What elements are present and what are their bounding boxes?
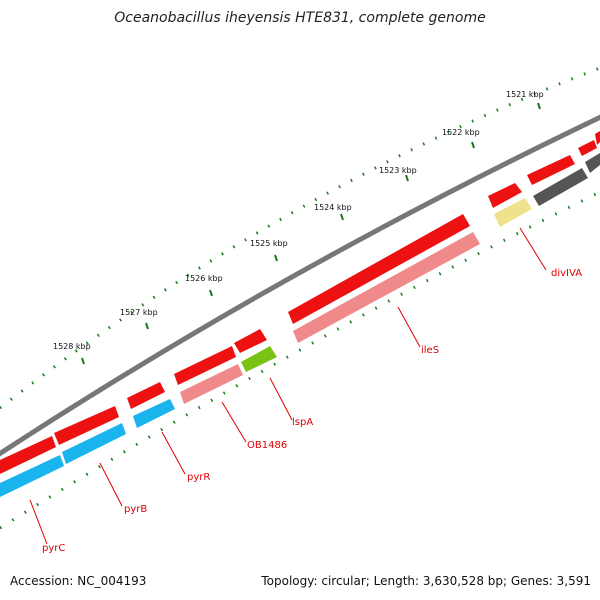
gene-label-pyrC[interactable]: pyrC [42, 543, 65, 554]
gene-forward [54, 406, 119, 445]
gene-forward [0, 436, 56, 474]
gene-label-pyrB[interactable]: pyrB [124, 504, 147, 515]
gene-forward [527, 155, 575, 185]
genome-backbone [0, 114, 600, 457]
gene-label-divIVA[interactable]: divIVA [551, 268, 582, 279]
gene-label-pyrR[interactable]: pyrR [187, 472, 210, 483]
tick-label-1524: 1524 kbp [314, 203, 352, 212]
label-leaders [29, 227, 547, 545]
minor-tick-ring [0, 66, 600, 410]
accession-text: Accession: NC_004193 [10, 574, 147, 588]
gene-forward [174, 346, 236, 385]
gene-forward [127, 382, 165, 409]
gene-reverse-dark [585, 153, 600, 173]
gene-forward [578, 140, 597, 156]
gene-OB1486-bar [180, 364, 243, 404]
tick-label-1522: 1522 kbp [442, 128, 480, 137]
gene-forward [288, 214, 470, 324]
genome-summary: Topology: circular; Length: 3,630,528 bp… [261, 574, 591, 588]
gene-forward [488, 183, 522, 208]
gene-label-ileS[interactable]: ileS [421, 345, 439, 356]
tick-label-1525: 1525 kbp [250, 239, 288, 248]
gene-ileS-bar [293, 232, 480, 343]
map-title: Oceanobacillus iheyensis HTE831, complet… [114, 10, 486, 26]
gene-reverse-dark [533, 168, 588, 206]
tick-label-1521: 1521 kbp [506, 90, 544, 99]
tick-label-1523: 1523 kbp [379, 166, 417, 175]
gene-pyrB-bar [62, 423, 126, 464]
gene-label-lspA[interactable]: lspA [292, 417, 313, 428]
tick-label-1528: 1528 kbp [53, 342, 91, 351]
gene-forward [234, 329, 267, 353]
forward-genes [0, 131, 600, 474]
gene-pyrC-bar [0, 455, 64, 497]
gene-forward [595, 131, 600, 145]
gene-label-OB1486[interactable]: OB1486 [247, 440, 287, 451]
inner-tick-ring [0, 190, 600, 530]
tick-label-1527: 1527 kbp [120, 308, 158, 317]
tick-label-1526: 1526 kbp [185, 274, 223, 283]
major-ticks [81, 102, 541, 365]
gene-pyrR-bar [133, 399, 175, 428]
gene-divIVA-bar [494, 198, 532, 227]
gene-lspA-bar [241, 346, 277, 372]
